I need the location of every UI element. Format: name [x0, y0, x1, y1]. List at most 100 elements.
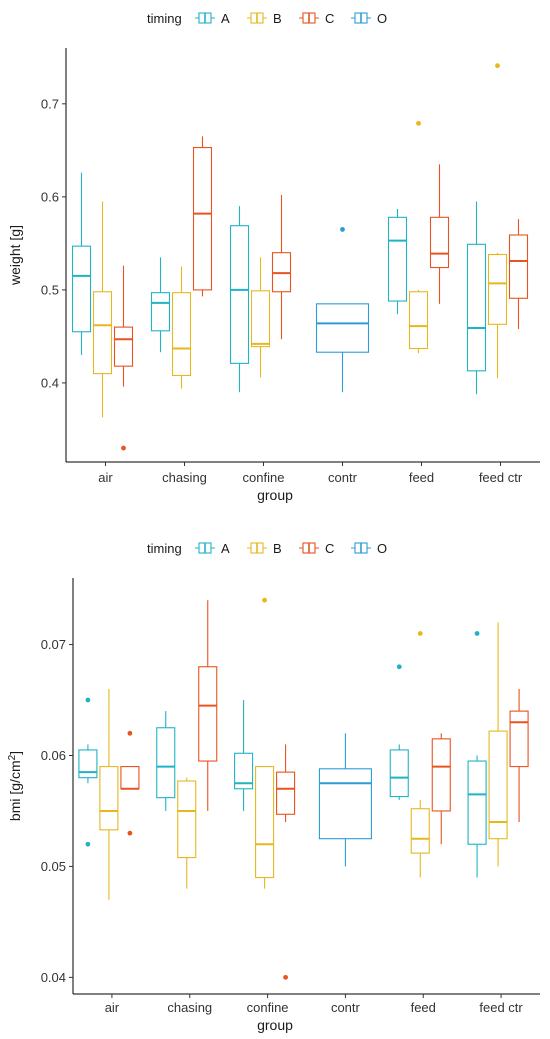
x-tick-label: chasing: [167, 1000, 212, 1015]
iqr-box: [177, 780, 197, 859]
iqr-box: [229, 225, 250, 364]
y-axis-title: bmi [g/cm2]: [7, 751, 23, 821]
outlier-point: [121, 445, 126, 451]
boxplot-contr-O: [315, 227, 370, 393]
iqr-box: [150, 292, 171, 332]
x-tick-label: confine: [247, 1000, 289, 1015]
iqr-box: [120, 766, 140, 790]
x-axis-title: group: [257, 1017, 293, 1033]
legend-label-O: O: [377, 11, 387, 26]
boxplot-confine-A: [234, 700, 254, 811]
iqr-box: [255, 766, 275, 879]
legend-item-O: O: [351, 541, 387, 556]
boxplot-air-C: [120, 730, 140, 836]
outlier-point: [127, 830, 133, 836]
x-tick-label: air: [98, 470, 113, 485]
legend-item-A: A: [195, 541, 230, 556]
y-tick-label: 0.4: [41, 375, 59, 390]
boxplot-chasing-B: [177, 777, 197, 889]
outlier-point: [495, 63, 500, 69]
boxplot-feed-C: [431, 733, 451, 845]
iqr-box: [387, 216, 408, 302]
x-tick-label: chasing: [162, 470, 207, 485]
iqr-box: [410, 808, 430, 854]
iqr-box: [192, 146, 213, 291]
legend-item-B: B: [247, 541, 282, 556]
legend-label-A: A: [221, 11, 230, 26]
boxplot-feed-B: [408, 120, 429, 354]
legend-label-C: C: [325, 11, 334, 26]
outlier-point: [283, 974, 288, 980]
legend: timing A B C O: [147, 541, 387, 556]
legend-item-A: A: [195, 11, 230, 26]
x-tick-label: contr: [331, 1000, 361, 1015]
outlier-point: [127, 730, 133, 736]
outlier-point: [85, 841, 91, 847]
y-tick-label: 0.04: [41, 970, 66, 985]
outlier-point: [474, 631, 480, 636]
chart-panel-2: timing A B C O 0.04 0.05 0.06 0.07 air chasing conf…: [7, 541, 540, 1033]
legend-label-O: O: [377, 541, 387, 556]
boxplot-confine-C: [276, 744, 296, 980]
iqr-box: [250, 290, 271, 348]
outlier-point: [417, 631, 423, 636]
iqr-box: [198, 666, 218, 762]
boxplot-feed-ctr-B: [487, 63, 508, 379]
x-tick-label: feed ctr: [479, 470, 523, 485]
iqr-box: [467, 760, 487, 845]
y-axis-title: weight [g]: [7, 225, 23, 286]
legend: timing A B C O: [147, 11, 387, 26]
boxplot-chasing-A: [150, 257, 171, 353]
iqr-box: [508, 234, 529, 299]
iqr-box: [389, 749, 409, 798]
y-axis-title-main: weight [g]: [7, 225, 23, 286]
y-tick-label: 0.5: [41, 282, 59, 297]
y-axis-title-main: bmi [g/cm: [7, 760, 23, 821]
boxplot-confine-C: [271, 194, 292, 340]
y-tick-label: 0.7: [41, 96, 59, 111]
iqr-box: [466, 243, 487, 372]
y-axis-title-tail: ]: [7, 751, 23, 755]
boxplot-feed-A: [389, 664, 409, 800]
boxplot-feed-ctr-C: [508, 219, 529, 329]
y-tick-label: 0.06: [41, 748, 66, 763]
iqr-box: [487, 253, 508, 325]
boxplot-air-B: [92, 201, 113, 418]
outlier-point: [85, 697, 91, 703]
y-tick-label: 0.05: [41, 859, 66, 874]
outlier-point: [396, 664, 402, 670]
iqr-box: [234, 752, 254, 790]
boxplot-feed-ctr-A: [466, 201, 487, 395]
iqr-box: [156, 727, 176, 799]
iqr-box: [71, 245, 92, 333]
boxplot-feed-ctr-A: [467, 631, 487, 878]
boxplot-air-A: [78, 697, 98, 847]
iqr-box: [429, 216, 450, 269]
chart-panel-1: timing A B C O 0.4 0.5 0.6 0.7 air chasing confine c…: [7, 11, 540, 503]
iqr-box: [509, 710, 529, 768]
legend-item-O: O: [351, 11, 387, 26]
boxplot-chasing-C: [192, 136, 213, 297]
iqr-box: [408, 291, 429, 350]
iqr-box: [431, 738, 451, 812]
outlier-point: [416, 120, 421, 126]
x-tick-label: contr: [328, 470, 358, 485]
iqr-box: [171, 292, 192, 377]
boxplot-air-C: [113, 265, 134, 451]
boxplot-chasing-A: [156, 711, 176, 811]
iqr-box: [488, 730, 508, 840]
outlier-point: [262, 597, 267, 603]
legend-label-C: C: [325, 541, 334, 556]
boxplot-chasing-C: [198, 600, 218, 811]
x-tick-label: air: [105, 1000, 120, 1015]
boxplot-air-B: [99, 688, 119, 900]
x-tick-label: feed ctr: [479, 1000, 523, 1015]
x-tick-label: confine: [243, 470, 285, 485]
boxplot-air-A: [71, 172, 92, 356]
legend-title: timing: [147, 11, 182, 26]
y-tick-label: 0.07: [41, 637, 66, 652]
legend-label-B: B: [273, 541, 282, 556]
iqr-box: [113, 326, 134, 367]
legend-item-C: C: [299, 11, 334, 26]
y-tick-label: 0.6: [41, 189, 59, 204]
